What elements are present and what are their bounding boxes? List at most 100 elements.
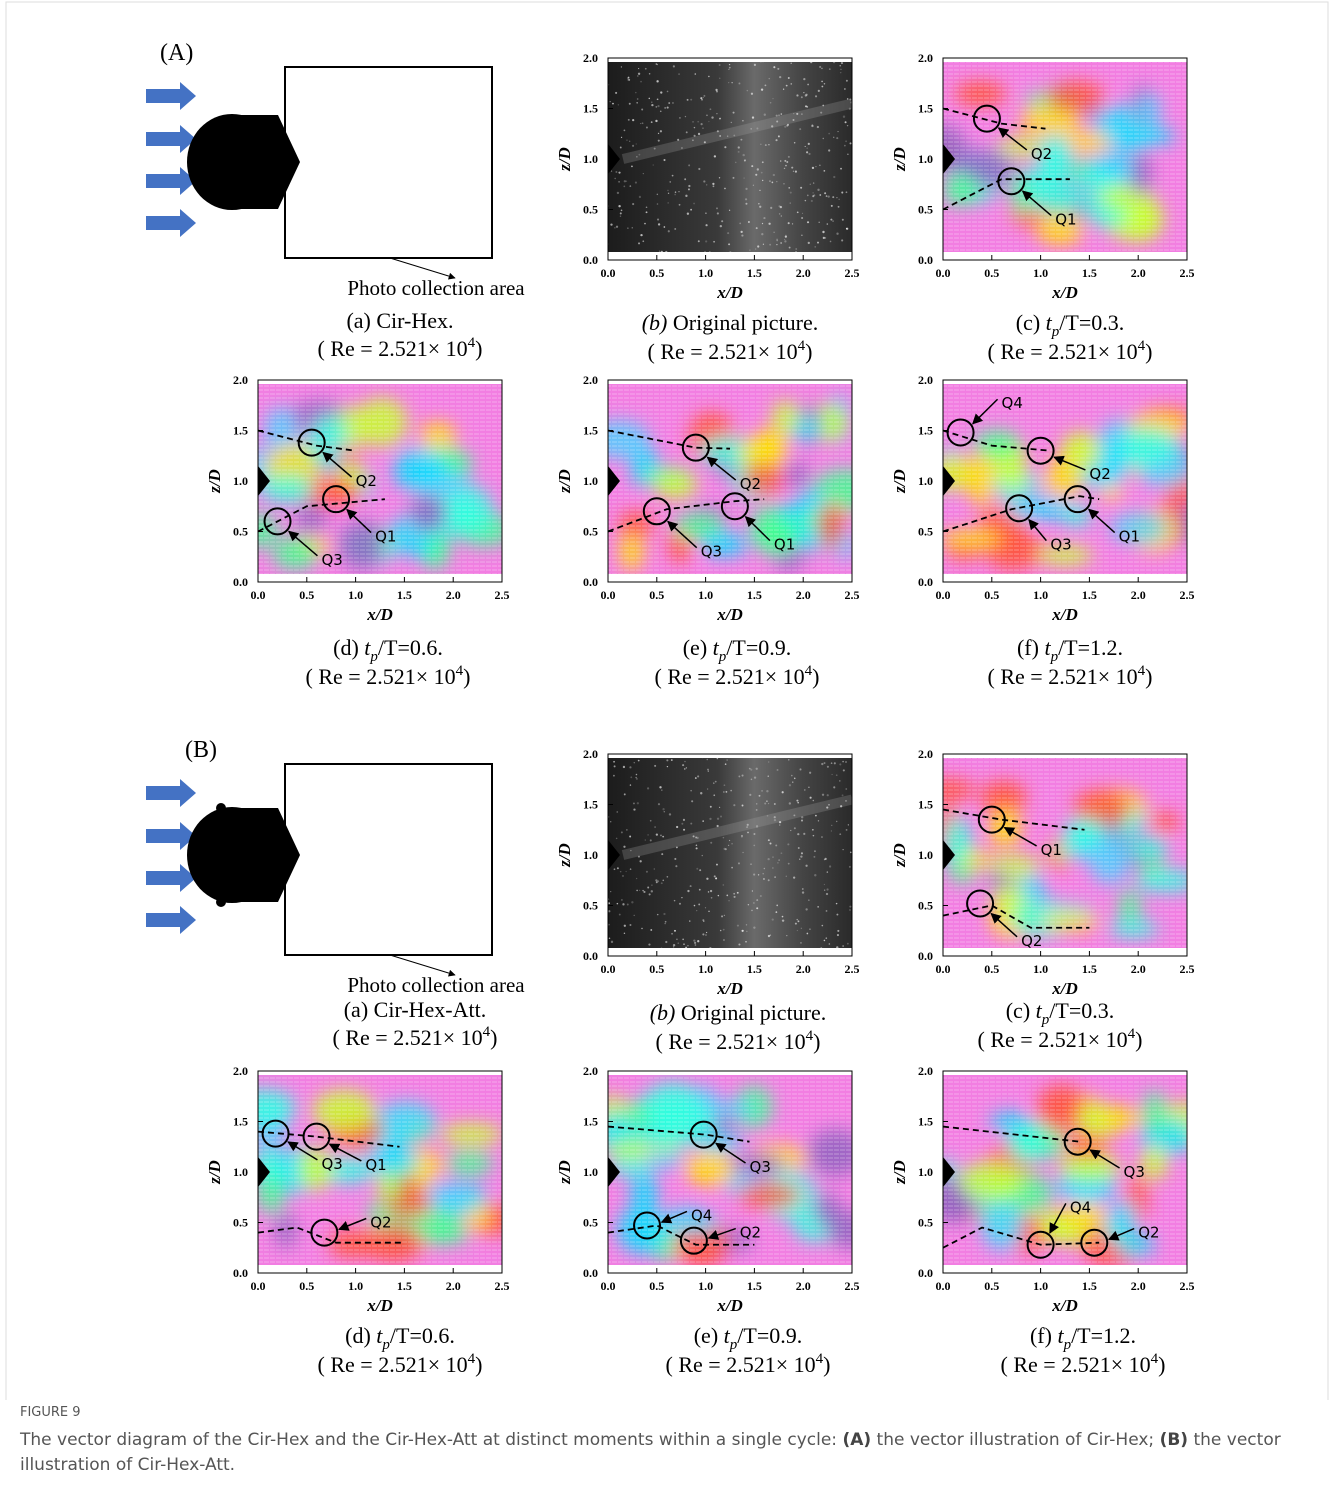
particle [836,821,837,822]
particle [801,96,803,98]
particle [647,834,649,836]
particle [762,180,763,181]
particle [724,188,726,190]
particle [635,182,637,184]
particle [615,171,617,173]
particle [791,949,793,951]
particle [658,223,660,225]
particle [657,218,659,220]
particle [819,66,821,68]
particle [836,233,838,235]
particle [847,125,848,126]
particle [790,62,792,64]
particle [675,865,677,867]
particle [608,252,610,254]
attachment [216,897,226,907]
particle [688,164,690,166]
particle [826,910,828,912]
particle [621,210,623,212]
vectors [943,58,1187,260]
particle [733,896,735,898]
particle [731,82,732,83]
particle [762,873,763,874]
particle [614,868,616,870]
particle [646,211,648,213]
particle [824,192,826,194]
panel-caption: (f) tp/T=1.2. [1017,635,1123,665]
particle [778,135,780,137]
particle [797,802,799,804]
y-tick-label: 2.0 [583,51,598,65]
particle [713,794,715,796]
particle [669,181,671,183]
particle [801,928,802,929]
particle [706,932,707,933]
particle [773,174,775,176]
particle [829,865,831,867]
particle [728,69,729,70]
particle [719,754,721,756]
particle [685,195,687,197]
particle [677,942,679,944]
particle [805,755,807,757]
particle [799,128,801,130]
particle [765,84,767,86]
particle [678,191,679,192]
particle [834,762,836,764]
particle [775,139,777,141]
particle [845,761,847,763]
y-tick-label: 2.0 [233,373,248,387]
particle [837,934,839,936]
y-tick-label: 2.0 [233,1064,248,1078]
particle [824,890,825,891]
caption-text: The vector diagram of the Cir-Hex and th… [20,1428,1310,1478]
particle [661,790,662,791]
pointer [390,955,455,975]
particle [786,85,788,87]
particle [814,874,816,876]
particle [742,805,744,807]
particle [639,860,641,862]
particle [797,833,799,835]
x-tick-label: 0.5 [649,962,664,976]
particle [756,227,758,229]
particle [799,768,801,770]
particle [663,913,665,915]
particle [621,899,623,901]
particle [673,946,674,947]
particle [674,228,676,230]
particle [738,776,740,778]
particle [788,863,790,865]
particle [698,240,700,242]
particle [708,771,709,772]
particle [776,240,778,242]
x-axis-label: x/D [716,1296,743,1315]
particle [819,165,820,166]
particle [664,811,665,812]
particle [692,949,694,951]
particle [667,91,669,93]
x-tick-label: 0.0 [251,588,266,602]
particle [833,786,835,788]
particle [673,65,675,67]
particle [703,97,704,98]
particle [843,769,845,771]
caption-letter: (e) [694,1323,724,1348]
vortex-label: Q4 [1070,1198,1091,1216]
vortex-label: Q3 [701,543,722,561]
particle [658,803,660,805]
particle [799,858,800,859]
particle [649,73,651,75]
vortex-label: Q1 [774,536,795,554]
particle [675,191,676,192]
particle [662,836,664,838]
particle [716,207,718,209]
particle [741,234,743,236]
particle [733,177,735,179]
particle [768,803,769,804]
particle [829,943,831,945]
y-axis-label: z/D [555,469,574,494]
particle [626,829,627,830]
particle [789,802,791,804]
particle [724,146,726,148]
